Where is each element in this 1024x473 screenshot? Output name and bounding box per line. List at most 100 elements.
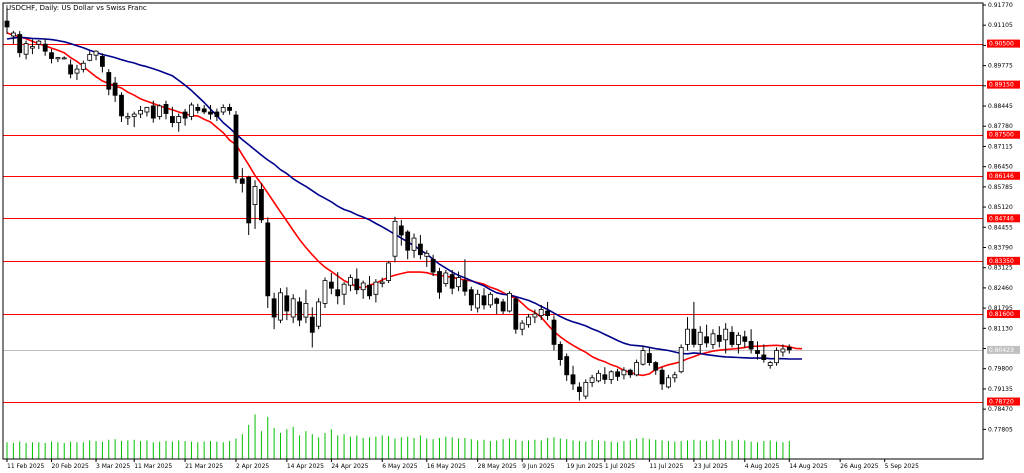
x-tick-label: 28 May 2025 (478, 463, 517, 470)
candle-body (456, 277, 462, 288)
candle-body (379, 281, 385, 285)
candle (577, 382, 582, 401)
y-tick-label: 0.79800 (988, 366, 1013, 373)
y-tick-label: 0.81130 (988, 325, 1013, 332)
candle-body (42, 43, 48, 52)
candle (659, 367, 665, 390)
candle (443, 269, 449, 287)
candle (303, 289, 309, 324)
candle-body (4, 20, 10, 28)
candle-body (513, 298, 519, 330)
candle (271, 292, 277, 330)
moving-average-slow-line (6, 36, 802, 360)
candle (100, 53, 105, 73)
candle-body (392, 220, 398, 257)
candle (615, 368, 620, 381)
candle (169, 106, 175, 128)
candle-body (729, 331, 735, 345)
candle-body (736, 334, 741, 345)
candle (176, 113, 182, 132)
candle-body (557, 343, 563, 360)
candle-body (220, 107, 226, 113)
level-price-label: 0.84746 (989, 215, 1014, 222)
level-price-box (987, 214, 1020, 223)
y-tick-label: 0.89775 (988, 63, 1013, 70)
candle-body (564, 356, 570, 376)
candle-body (704, 336, 709, 344)
candle-body (208, 111, 213, 115)
candle (602, 367, 608, 384)
y-tick-label: 0.91770 (988, 2, 1013, 9)
candle (379, 277, 385, 288)
x-tick-label: 14 Aug 2025 (789, 463, 828, 470)
candle (716, 326, 722, 348)
candle-body (723, 328, 729, 341)
candle-body (710, 333, 716, 345)
level-price-labels: 0.90500 0.89150 0.87500 0.86146 0.84746 0.833… (987, 39, 1020, 406)
candle-body (328, 281, 334, 289)
candle (55, 56, 61, 63)
candle (417, 235, 423, 260)
candle (163, 100, 169, 120)
x-tick-label: 11 Feb 2025 (7, 463, 45, 470)
candle (494, 297, 500, 315)
candle (748, 329, 754, 354)
candle-body (551, 319, 557, 345)
candle-body (195, 107, 201, 111)
candle (252, 180, 258, 229)
candle (551, 315, 557, 351)
candle (487, 292, 493, 308)
candle (430, 254, 436, 277)
candle-body (634, 362, 639, 376)
candle-body (93, 50, 99, 56)
candle-body (233, 114, 239, 180)
candles (4, 7, 792, 401)
candle (513, 297, 519, 334)
candle-body (627, 369, 633, 376)
candle (17, 31, 23, 58)
level-price-box (987, 171, 1020, 180)
y-tick-label: 0.91105 (988, 22, 1013, 29)
candle-body (157, 105, 163, 117)
candle-body (443, 272, 449, 285)
candle (49, 49, 54, 64)
candle-body (303, 302, 309, 318)
candle (61, 56, 67, 60)
candle (74, 64, 80, 81)
candle (786, 344, 792, 354)
candle (557, 341, 563, 366)
candle (367, 276, 372, 300)
candle (316, 298, 322, 330)
candle-body (659, 369, 665, 385)
candle-body (201, 108, 207, 113)
candle (157, 104, 163, 120)
candle (475, 289, 481, 313)
x-tick-label: 20 Feb 2025 (52, 463, 90, 470)
candle-body (640, 350, 646, 365)
candle-body (176, 116, 182, 123)
level-price-label: 0.81600 (989, 311, 1014, 318)
candle (736, 332, 741, 354)
candle-body (761, 354, 767, 360)
candle (93, 50, 99, 61)
candle-body (519, 322, 525, 330)
candle (29, 39, 35, 55)
candle-body (755, 350, 760, 354)
candle (691, 301, 697, 348)
candle-body (100, 56, 105, 67)
candle-body (678, 346, 684, 373)
candle (258, 183, 264, 223)
candle (685, 317, 690, 351)
x-tick-label: 2 Apr 2025 (236, 463, 269, 470)
candle (220, 104, 226, 115)
candle-body (697, 331, 703, 345)
candle (634, 359, 639, 377)
candle (405, 230, 411, 260)
candle-body (106, 72, 112, 90)
candle-body (29, 46, 35, 49)
candle (538, 304, 544, 321)
candle-body (647, 353, 652, 364)
candle (10, 30, 16, 45)
candle-body (386, 262, 392, 282)
